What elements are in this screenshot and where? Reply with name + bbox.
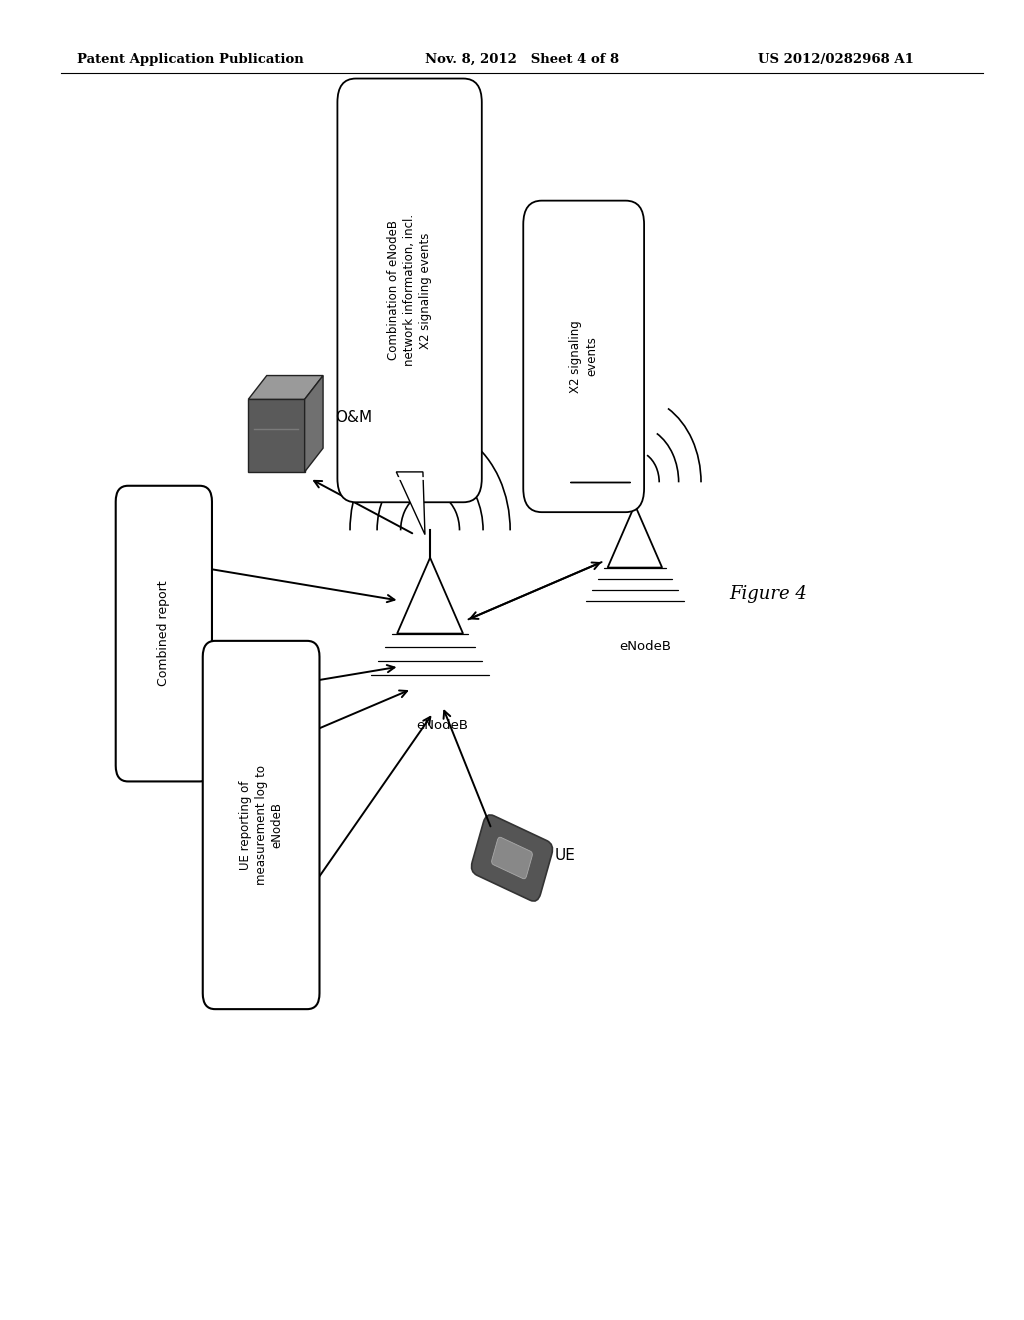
Text: O&M: O&M — [336, 411, 373, 425]
Polygon shape — [249, 375, 324, 399]
FancyBboxPatch shape — [203, 642, 319, 1010]
Polygon shape — [396, 471, 425, 535]
Text: X2 signaling
events: X2 signaling events — [569, 319, 598, 393]
Text: Figure 4: Figure 4 — [729, 585, 807, 603]
Text: UE reporting of
measurement log to
eNodeB: UE reporting of measurement log to eNode… — [239, 766, 284, 884]
Polygon shape — [607, 506, 663, 568]
Text: eNodeB: eNodeB — [620, 640, 671, 653]
Text: Combination of eNodeB
network information, incl.
X2 signaling events: Combination of eNodeB network informatio… — [387, 214, 432, 367]
Text: eNodeB: eNodeB — [417, 719, 468, 733]
FancyBboxPatch shape — [471, 814, 553, 902]
Text: Combined report: Combined report — [158, 581, 170, 686]
Text: Patent Application Publication: Patent Application Publication — [77, 53, 303, 66]
Polygon shape — [305, 375, 324, 471]
Text: UE: UE — [555, 847, 575, 863]
FancyBboxPatch shape — [523, 201, 644, 512]
Text: US 2012/0282968 A1: US 2012/0282968 A1 — [758, 53, 913, 66]
Polygon shape — [397, 557, 463, 634]
Polygon shape — [249, 399, 305, 471]
Text: Nov. 8, 2012   Sheet 4 of 8: Nov. 8, 2012 Sheet 4 of 8 — [425, 53, 620, 66]
FancyBboxPatch shape — [116, 486, 212, 781]
FancyBboxPatch shape — [338, 79, 482, 502]
FancyBboxPatch shape — [492, 837, 532, 879]
